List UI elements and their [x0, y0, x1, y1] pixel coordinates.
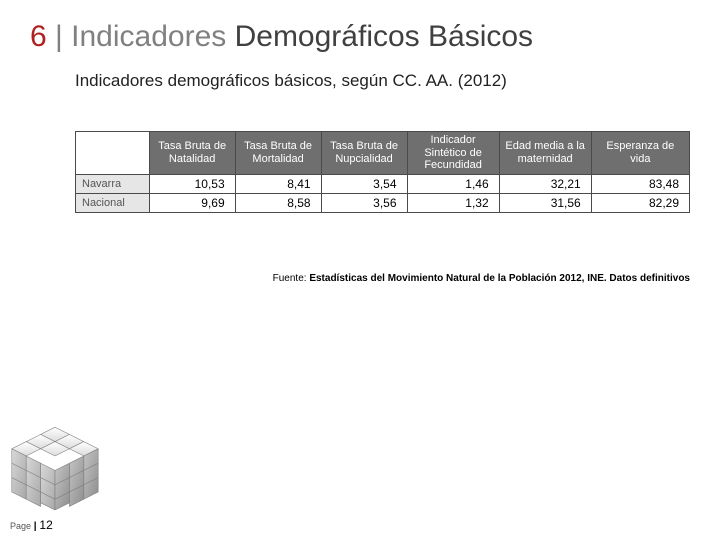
cell: 8,41 [235, 174, 321, 193]
row-label: Navarra [76, 174, 150, 193]
cell: 32,21 [499, 174, 591, 193]
page-num: 12 [39, 518, 52, 532]
col-header: Tasa Bruta de Natalidad [149, 132, 235, 175]
cell: 3,54 [321, 174, 407, 193]
col-header: Indicador Sintético de Fecundidad [407, 132, 499, 175]
title-pipe: | [47, 20, 71, 53]
cell: 31,56 [499, 193, 591, 212]
cell: 1,32 [407, 193, 499, 212]
data-table: Tasa Bruta de Natalidad Tasa Bruta de Mo… [75, 131, 690, 213]
cell: 10,53 [149, 174, 235, 193]
cell: 83,48 [591, 174, 689, 193]
col-header: Tasa Bruta de Mortalidad [235, 132, 321, 175]
slide-title: 6 | Indicadores Demográficos Básicos [0, 0, 720, 53]
cell: 82,29 [591, 193, 689, 212]
source-line: Fuente: Estadísticas del Movimiento Natu… [0, 213, 720, 284]
source-prefix: Fuente: [273, 273, 310, 284]
col-header: Edad media a la maternidad [499, 132, 591, 175]
title-main: Demográficos Básicos [235, 20, 533, 53]
cell: 8,58 [235, 193, 321, 212]
cell: 9,69 [149, 193, 235, 212]
table-header-row: Tasa Bruta de Natalidad Tasa Bruta de Mo… [76, 132, 690, 175]
cell: 3,56 [321, 193, 407, 212]
source-bold: Estadísticas del Movimiento Natural de l… [309, 273, 690, 284]
table-row: Navarra 10,53 8,41 3,54 1,46 32,21 83,48 [76, 174, 690, 193]
title-gray: Indicadores [71, 20, 234, 53]
row-label: Nacional [76, 193, 150, 212]
table-container: Tasa Bruta de Natalidad Tasa Bruta de Mo… [0, 91, 720, 213]
header-blank [76, 132, 150, 175]
title-number: 6 [30, 20, 47, 53]
table-row: Nacional 9,69 8,58 3,56 1,32 31,56 82,29 [76, 193, 690, 212]
page-number: Page | 12 [10, 518, 53, 532]
col-header: Tasa Bruta de Nupcialidad [321, 132, 407, 175]
subtitle: Indicadores demográficos básicos, según … [0, 53, 720, 91]
cell: 1,46 [407, 174, 499, 193]
col-header: Esperanza de vida [591, 132, 689, 175]
page-label: Page [10, 521, 31, 531]
cube-icon [10, 420, 100, 510]
